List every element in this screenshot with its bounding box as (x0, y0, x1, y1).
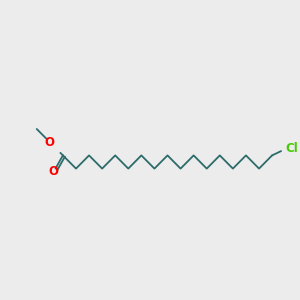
Text: Cl: Cl (286, 142, 298, 155)
Text: O: O (45, 136, 55, 149)
Text: O: O (49, 165, 59, 178)
